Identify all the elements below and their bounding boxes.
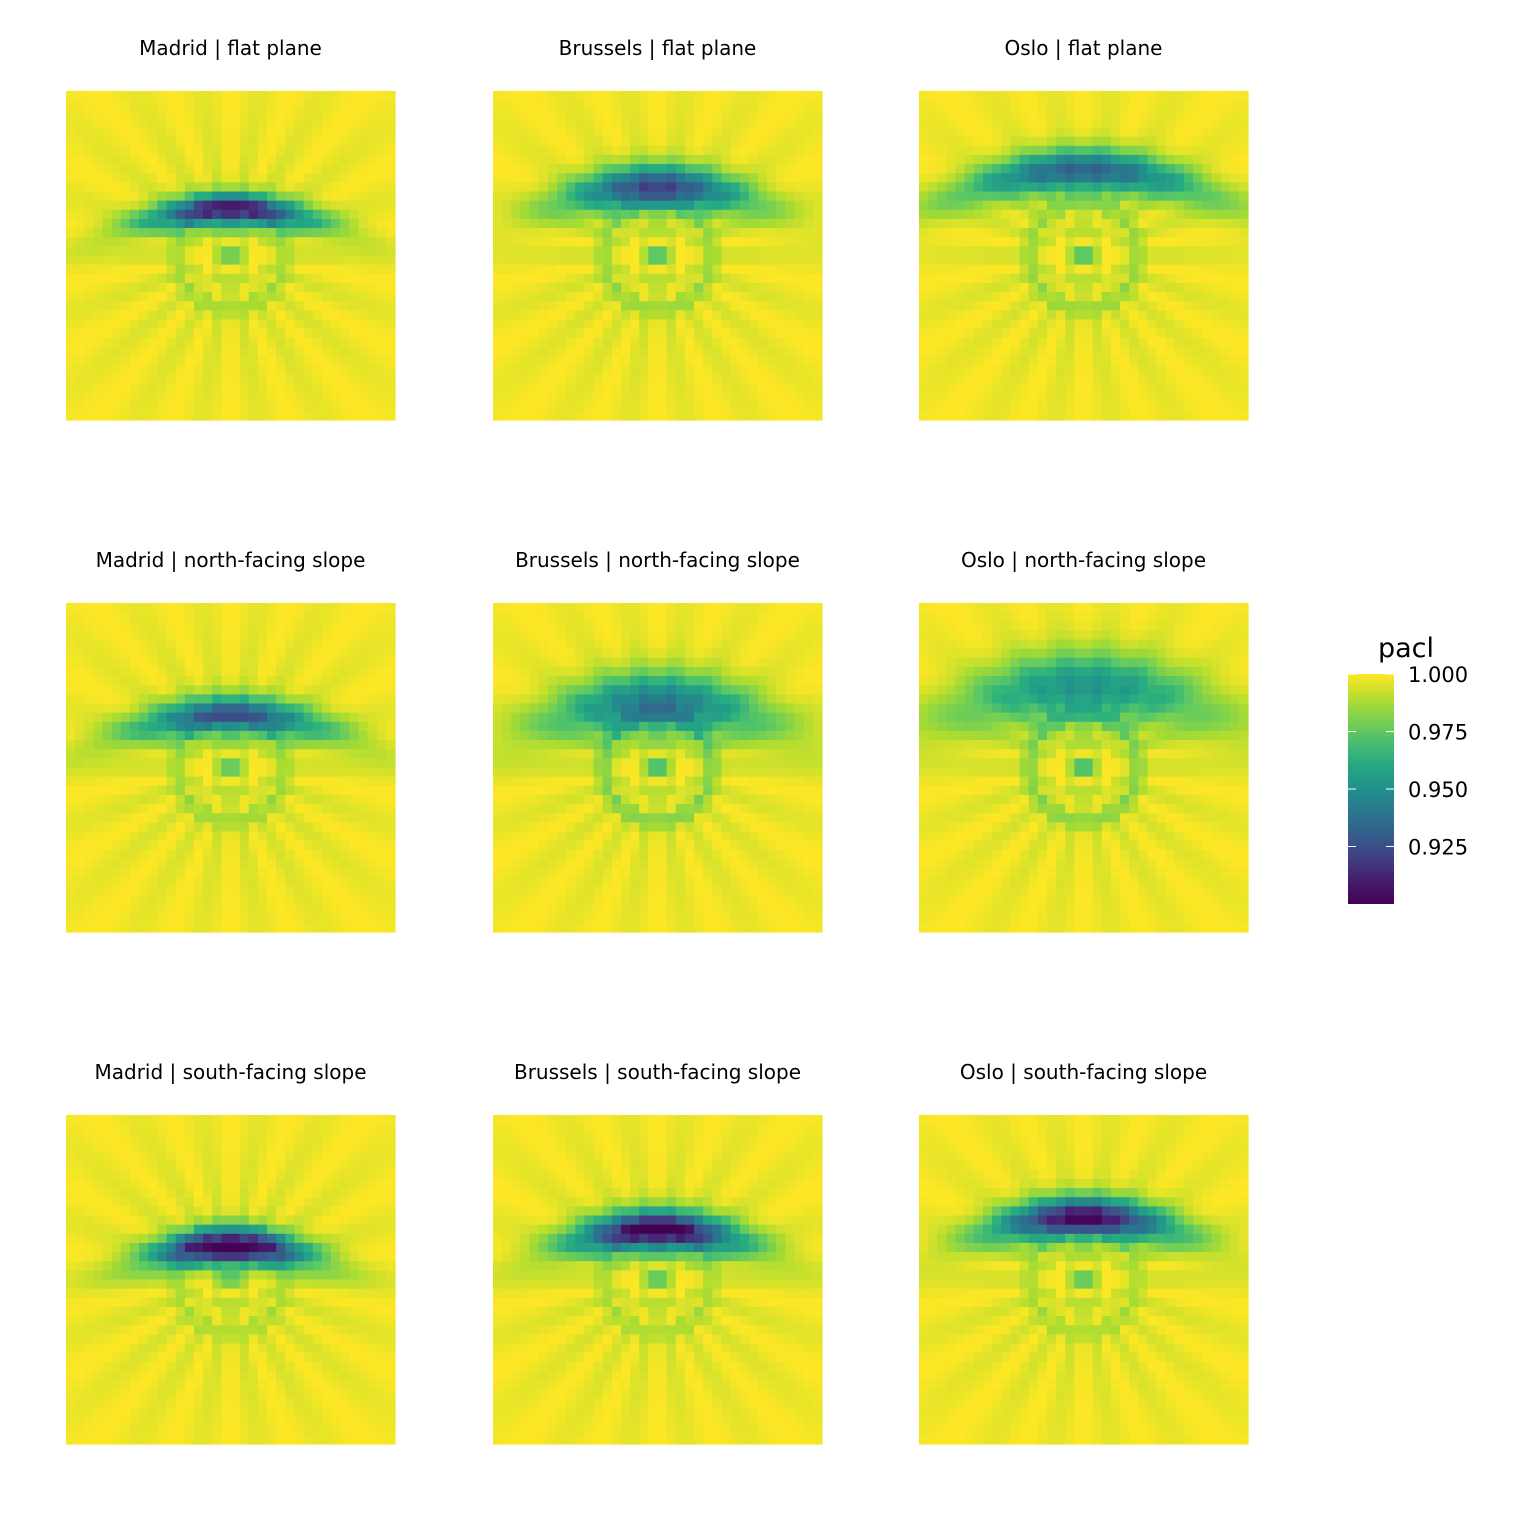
panel-title: Oslo | flat plane <box>1005 36 1163 60</box>
panel-title: Madrid | north-facing slope <box>96 548 366 572</box>
facet-panel: Oslo | south-facing slope <box>919 1060 1249 1445</box>
facet-panel: Brussels | north-facing slope <box>493 548 823 933</box>
facet-panels: Madrid | flat plane Brussels | flat plane… <box>66 36 1249 1445</box>
facet-panel: Madrid | south-facing slope <box>66 1060 396 1445</box>
legend-tick-label: 1.000 <box>1408 663 1468 687</box>
legend-tick-label: 0.975 <box>1408 721 1468 745</box>
facet-panel: Oslo | flat plane <box>919 36 1249 421</box>
legend-tick-label: 0.950 <box>1408 778 1468 802</box>
panel-title: Oslo | north-facing slope <box>961 548 1206 572</box>
heatmap-cells <box>493 1115 823 1445</box>
panel-title: Oslo | south-facing slope <box>960 1060 1207 1084</box>
color-legend: pacl 1.000 0.975 0.950 0.925 <box>1348 633 1468 904</box>
facet-panel: Madrid | north-facing slope <box>66 548 396 933</box>
legend-tick-label: 0.925 <box>1408 836 1468 860</box>
legend-title: pacl <box>1378 633 1434 664</box>
heatmap-cells <box>493 91 823 421</box>
heatmap-cells <box>919 1115 1249 1445</box>
heatmap-cells <box>919 603 1249 933</box>
panel-title: Brussels | flat plane <box>559 36 757 60</box>
panel-title: Brussels | north-facing slope <box>515 548 800 572</box>
panel-title: Brussels | south-facing slope <box>514 1060 801 1084</box>
panel-title: Madrid | flat plane <box>139 36 322 60</box>
heatmap-cells <box>66 91 396 421</box>
heatmap-cells <box>919 91 1249 421</box>
facet-panel: Brussels | flat plane <box>493 36 823 421</box>
legend-ticks: 1.000 0.975 0.950 0.925 <box>1348 663 1468 860</box>
heatmap-cells <box>66 1115 396 1445</box>
facet-panel: Oslo | north-facing slope <box>919 548 1249 933</box>
panel-title: Madrid | south-facing slope <box>95 1060 367 1084</box>
heatmap-cells <box>66 603 396 933</box>
heatmap-cells <box>493 603 823 933</box>
facet-panel: Madrid | flat plane <box>66 36 396 421</box>
facet-panel: Brussels | south-facing slope <box>493 1060 823 1445</box>
